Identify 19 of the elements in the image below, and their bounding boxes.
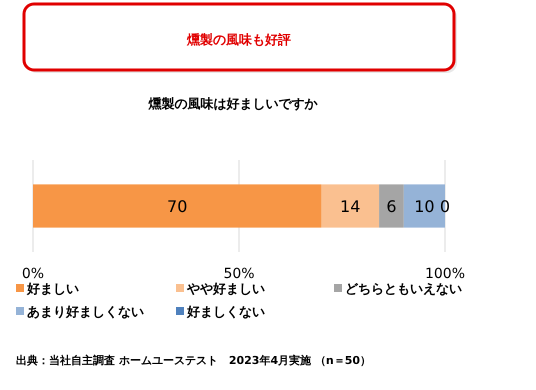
x-tick-label: 0%	[22, 266, 44, 282]
source-note: 出典：当社自主調査 ホームユーステスト 2023年4月実施 （n＝50）	[16, 354, 372, 367]
data-label: 70	[167, 197, 188, 216]
data-label: 6	[386, 197, 397, 216]
legend-label: どちらともいえない	[345, 282, 462, 297]
x-tick-label: 50%	[223, 266, 255, 282]
legend-label: やや好ましい	[186, 282, 265, 297]
data-label: 10	[414, 197, 435, 216]
legend-label: 好ましい	[26, 282, 79, 297]
chart-title: 燻製の風味も好評	[186, 32, 291, 48]
bar	[379, 184, 404, 228]
legend-label: 好ましくない	[186, 305, 265, 320]
data-label: 14	[340, 197, 360, 216]
data-label: 0	[440, 197, 450, 216]
x-tick-label: 100%	[424, 266, 466, 282]
legend-label: あまり好ましくない	[27, 305, 144, 320]
chart-subtitle: 燻製の風味は好ましいですか	[148, 96, 318, 112]
bar	[321, 184, 380, 228]
bar	[33, 184, 322, 228]
